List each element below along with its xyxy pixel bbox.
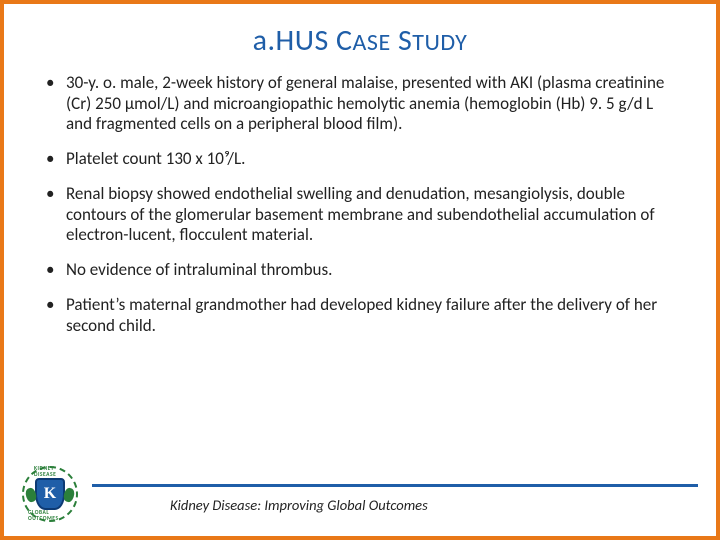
list-item: 30-y. o. male, 2-week history of general… (38, 73, 682, 135)
list-item: Patient’s maternal grandmother had devel… (38, 295, 682, 336)
slide: a.HUS CASE STUDY 30-y. o. male, 2-week h… (0, 0, 720, 540)
title-space (391, 22, 398, 59)
kdigo-logo: KIDNEY DISEASE K GLOBAL OUTCOMES (22, 466, 82, 522)
title-word2-rest: TUDY (412, 28, 467, 57)
title-word2-cap: S (398, 22, 412, 59)
list-item: Platelet count 130 x 10⁹/L. (38, 149, 682, 170)
kidney-icon (62, 487, 76, 504)
kidney-icon (24, 487, 38, 504)
list-item: No evidence of intraluminal thrombus. (38, 260, 682, 281)
page-title: a.HUS CASE STUDY (38, 22, 682, 59)
title-prefix: a.HUS (253, 22, 336, 59)
title-word1-rest: ASE (353, 28, 391, 57)
footer-rule-wrap: Kidney Disease: Improving Global Outcome… (92, 466, 698, 522)
footer-org-text: Kidney Disease: Improving Global Outcome… (170, 496, 428, 514)
bullet-list: 30-y. o. male, 2-week history of general… (38, 73, 682, 336)
footer: KIDNEY DISEASE K GLOBAL OUTCOMES Kidney … (22, 466, 698, 522)
logo-ring-text-bottom: GLOBAL OUTCOMES (28, 510, 76, 522)
logo-ring: KIDNEY DISEASE K GLOBAL OUTCOMES (22, 466, 78, 522)
title-word1-cap: C (336, 22, 353, 59)
list-item: Renal biopsy showed endothelial swelling… (38, 184, 682, 246)
footer-rule (92, 484, 698, 487)
